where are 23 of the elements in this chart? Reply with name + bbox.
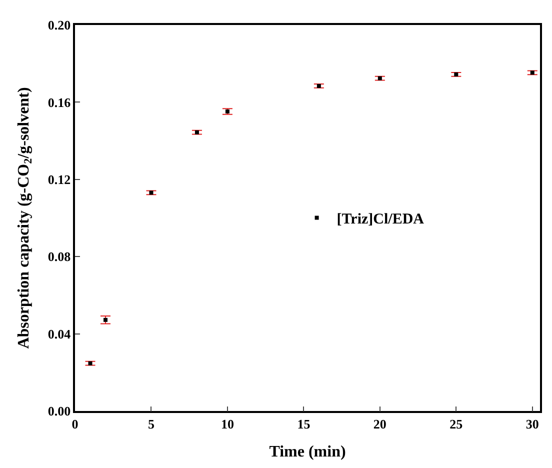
y-tick-label: 0.20	[48, 18, 71, 33]
point	[88, 361, 92, 366]
y-tick-label: 0.16	[48, 94, 72, 110]
x-axis-title: Time (min)	[269, 444, 346, 461]
y-tick-label: 0.08	[48, 249, 72, 264]
y-tick-label: 0.04	[48, 326, 72, 342]
point	[530, 70, 534, 75]
x-tick-label: 20	[373, 416, 386, 432]
point	[378, 76, 382, 80]
point	[149, 190, 154, 195]
y-tick-label: 0.00	[48, 404, 71, 419]
x-tick-label: 30	[526, 416, 539, 432]
x-tick-label: 0	[72, 416, 78, 432]
legend-label: [Triz]Cl/EDA	[336, 212, 424, 228]
x-tick-label: 25	[450, 416, 464, 432]
x-tick-label: 10	[220, 416, 234, 432]
x-tick-label: 15	[297, 416, 311, 432]
x-tick-label: 5	[148, 416, 155, 432]
point	[225, 109, 230, 114]
y-tick-label: 0.12	[48, 172, 71, 187]
point	[454, 72, 458, 76]
point	[194, 130, 199, 134]
point	[316, 84, 321, 88]
